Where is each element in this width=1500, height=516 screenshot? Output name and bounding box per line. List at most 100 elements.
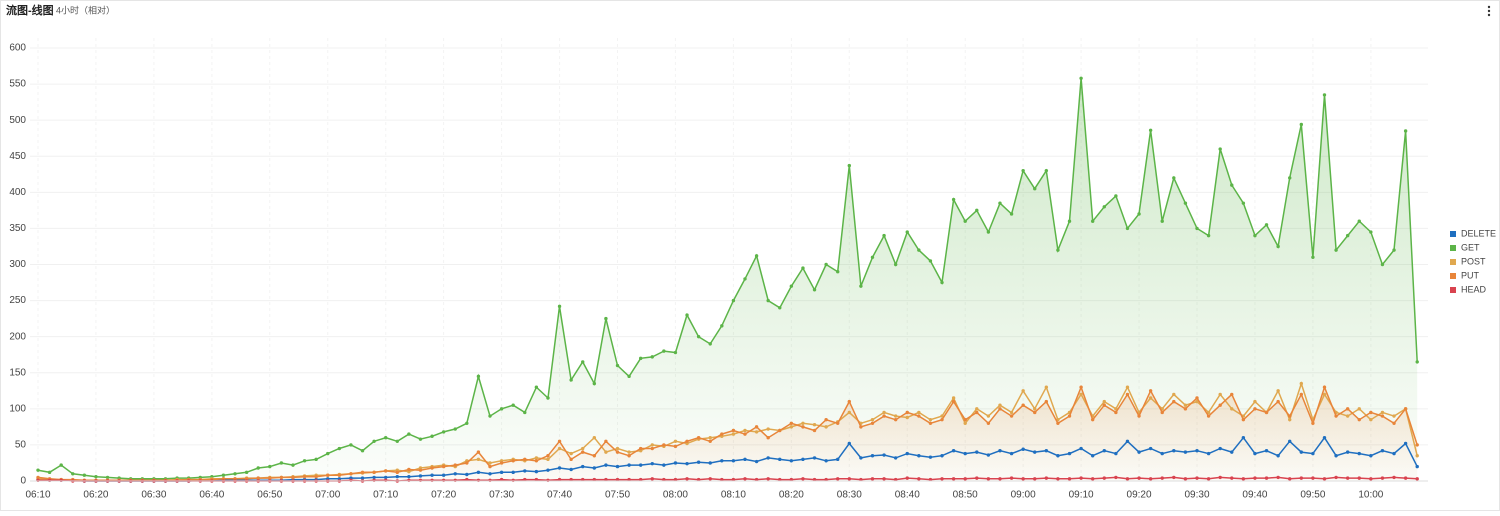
- data-point: [824, 262, 828, 267]
- data-point: [696, 460, 701, 464]
- x-tick-label: 08:20: [779, 490, 804, 501]
- data-point: [905, 476, 909, 480]
- data-point: [1114, 194, 1118, 198]
- data-point: [789, 284, 794, 288]
- x-tick-label: 07:40: [547, 490, 572, 501]
- data-point: [1183, 403, 1188, 407]
- data-point: [1102, 205, 1106, 209]
- data-point: [1403, 407, 1408, 411]
- data-point: [1206, 451, 1211, 456]
- data-point: [662, 443, 666, 447]
- data-point: [360, 476, 365, 480]
- data-point: [662, 349, 666, 353]
- y-tick-label: 500: [9, 115, 26, 126]
- data-point: [975, 208, 979, 213]
- data-point: [1172, 399, 1176, 404]
- data-point: [1311, 451, 1315, 456]
- data-point: [882, 233, 886, 238]
- data-point: [1079, 446, 1083, 451]
- data-point: [488, 414, 492, 418]
- data-point: [801, 477, 805, 481]
- legend-label: HEAD: [1461, 284, 1487, 294]
- data-point: [963, 219, 967, 223]
- series-area: [38, 78, 1418, 482]
- data-point: [696, 436, 701, 440]
- x-tick-label: 06:40: [199, 490, 224, 501]
- data-point: [1392, 414, 1396, 418]
- data-point: [511, 403, 515, 407]
- data-point: [557, 466, 562, 470]
- data-point: [615, 446, 620, 451]
- data-point: [1276, 454, 1280, 458]
- data-point: [1241, 201, 1246, 205]
- data-point: [1102, 403, 1106, 407]
- data-point: [766, 456, 770, 460]
- data-point: [905, 451, 909, 456]
- y-tick-label: 100: [9, 403, 26, 414]
- data-point: [407, 432, 411, 436]
- data-point: [592, 436, 597, 440]
- data-point: [1137, 212, 1141, 216]
- data-point: [47, 470, 52, 475]
- data-point: [1288, 414, 1292, 418]
- data-point: [940, 414, 944, 418]
- data-point: [870, 477, 875, 481]
- data-point: [870, 454, 875, 458]
- data-point: [302, 474, 307, 479]
- data-point: [453, 472, 457, 476]
- data-point: [1241, 436, 1246, 440]
- data-point: [1056, 454, 1060, 458]
- data-point: [928, 421, 933, 425]
- data-point: [893, 456, 898, 460]
- data-point: [1264, 476, 1269, 480]
- data-point: [1172, 448, 1176, 453]
- data-point: [731, 298, 736, 303]
- data-point: [754, 254, 759, 258]
- data-point: [1380, 414, 1385, 418]
- data-point: [1357, 451, 1361, 456]
- data-point: [441, 473, 446, 477]
- data-point: [627, 477, 631, 482]
- data-point: [847, 477, 851, 481]
- menu-icon[interactable]: [1487, 5, 1491, 17]
- data-point: [638, 463, 643, 467]
- data-point: [244, 470, 249, 475]
- data-point: [523, 469, 527, 473]
- data-point: [430, 466, 434, 470]
- data-point: [349, 443, 353, 447]
- data-point: [859, 284, 863, 288]
- data-point: [534, 459, 539, 463]
- data-point: [1334, 454, 1338, 458]
- data-point: [754, 477, 759, 482]
- y-tick-label: 150: [9, 367, 26, 378]
- series-line: [37, 78, 1418, 480]
- data-point: [407, 467, 411, 472]
- data-point: [36, 475, 40, 480]
- data-point: [662, 477, 666, 482]
- data-point: [1090, 219, 1095, 223]
- data-point: [418, 468, 423, 472]
- data-point: [604, 477, 608, 482]
- data-point: [1195, 476, 1199, 480]
- data-point: [395, 439, 399, 444]
- data-point: [372, 439, 376, 444]
- data-point: [1230, 392, 1234, 397]
- data-point: [418, 474, 423, 478]
- data-point: [1044, 399, 1049, 404]
- data-point: [82, 473, 87, 477]
- data-point: [1021, 447, 1025, 451]
- x-tick-label: 06:50: [257, 490, 282, 501]
- data-point: [1195, 226, 1199, 231]
- data-point: [836, 421, 840, 425]
- data-point: [1021, 168, 1025, 173]
- data-point: [1021, 403, 1025, 407]
- y-tick-label: 50: [15, 440, 27, 451]
- data-point: [1033, 407, 1037, 411]
- data-point: [1137, 476, 1141, 480]
- data-point: [627, 374, 631, 379]
- x-tick-label: 06:30: [141, 490, 166, 501]
- legend-swatch: [1450, 273, 1456, 279]
- data-point: [441, 464, 446, 469]
- data-point: [1264, 223, 1269, 227]
- data-point: [105, 475, 110, 480]
